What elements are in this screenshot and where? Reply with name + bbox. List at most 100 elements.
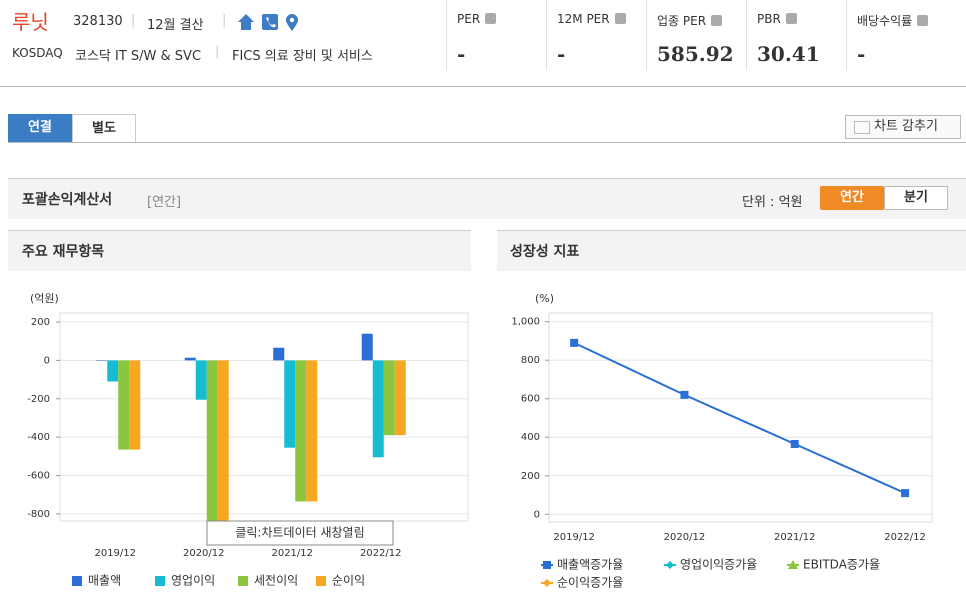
metric: 12M PER - <box>546 0 647 70</box>
map-glyph <box>289 17 295 23</box>
legend-label: 영업이익증가율 <box>680 558 757 572</box>
bar <box>372 360 384 458</box>
legend-swatch <box>72 576 82 586</box>
icons[interactable] <box>236 12 302 34</box>
metric: PER - <box>446 0 547 70</box>
point <box>901 489 910 498</box>
metric-label-text: 업종 PER <box>657 14 707 28</box>
tab[interactable]: 별도 <box>72 114 136 142</box>
legend-swatch <box>155 576 165 586</box>
separator: | <box>215 44 220 59</box>
home-icon[interactable] <box>238 14 254 30</box>
metric-label: 배당수익률 <box>857 12 929 29</box>
panel-header <box>497 230 966 271</box>
x-tick-label: 2020/12 <box>664 532 706 543</box>
metric-value: 30.41 <box>757 42 820 66</box>
map-icon[interactable] <box>286 14 298 31</box>
unit-label: (억원) <box>30 292 59 305</box>
metric-label-text: 배당수익률 <box>857 14 913 28</box>
y-tick-label: -800 <box>27 509 50 520</box>
y-tick-label: 0 <box>44 355 50 366</box>
y-tick-label: 1,000 <box>511 317 540 328</box>
stock-code: 328130 <box>73 14 123 29</box>
y-tick-label: -400 <box>27 432 50 443</box>
legend-swatch <box>238 576 248 586</box>
separator: | <box>222 13 227 28</box>
tab-active[interactable]: 연결 <box>8 114 72 142</box>
point <box>680 390 689 399</box>
x-tick-label: 2020/12 <box>183 548 225 559</box>
tooltip-text: 클릭:차트데이터 새창열림 <box>235 526 364 540</box>
legend-label: 순이익증가율 <box>557 576 623 590</box>
metric-label: 업종 PER <box>657 12 723 29</box>
y-tick-label: -600 <box>27 471 50 482</box>
bar <box>217 360 229 521</box>
help-icon[interactable] <box>917 15 929 26</box>
tooltip: 클릭:차트데이터 새창열림 <box>206 520 394 546</box>
metric-label-text: 12M PER <box>557 12 610 26</box>
bar <box>184 357 196 361</box>
bar <box>118 360 130 450</box>
legend-marker <box>543 579 551 587</box>
toggle-active[interactable]: 연간 <box>820 186 884 210</box>
x-tick-label: 2021/12 <box>774 532 816 543</box>
bar <box>295 360 307 502</box>
x-tick-label: 2022/12 <box>360 548 402 559</box>
fiscal: 12월 결산 <box>147 18 204 33</box>
help-icon[interactable] <box>711 15 723 26</box>
hide-chart-label: 차트 감추기 <box>874 119 938 134</box>
section-title: 포괄손익계산서 <box>22 192 113 208</box>
chart-icon <box>854 121 870 134</box>
metric-value: 585.92 <box>657 42 734 66</box>
x-tick-label: 2019/12 <box>553 532 595 543</box>
panel-header <box>8 230 471 271</box>
point <box>790 439 799 448</box>
bar <box>129 360 141 450</box>
hide-chart-button[interactable]: 차트 감추기 <box>845 115 961 139</box>
bar <box>96 360 108 361</box>
legend-swatch <box>316 576 326 586</box>
bar <box>195 360 207 400</box>
metric-label: 12M PER <box>557 12 626 26</box>
metric-label: PBR <box>757 12 797 26</box>
legend-marker <box>788 560 798 569</box>
bar <box>273 347 285 361</box>
plot-area <box>548 312 933 523</box>
bar <box>107 360 119 382</box>
metric-value: - <box>557 42 566 66</box>
help-icon[interactable] <box>785 13 797 24</box>
metric-label: PER <box>457 12 497 26</box>
company-name: 루닛 <box>12 10 49 34</box>
plot-clip <box>96 333 406 521</box>
market: KOSDAQ <box>12 46 63 60</box>
y-tick-label: 400 <box>521 432 540 443</box>
bar <box>306 360 318 502</box>
legend-label: 영업이익 <box>171 574 215 588</box>
bar <box>284 360 296 448</box>
phone-glyph <box>266 17 276 28</box>
fics: FICS 의료 장비 및 서비스 <box>232 49 373 64</box>
point <box>570 338 579 347</box>
section-bar <box>8 178 966 219</box>
x-tick-label: 2021/12 <box>271 548 313 559</box>
separator: | <box>131 13 136 28</box>
bar <box>383 360 395 436</box>
help-icon[interactable] <box>614 13 626 24</box>
y-tick-label: 200 <box>31 317 50 328</box>
metric-label-text: PBR <box>757 12 781 26</box>
legend-label: EBITDA증가율 <box>803 558 880 572</box>
y-tick-label: 600 <box>521 394 540 405</box>
metric-label-text: PER <box>457 12 481 26</box>
metric: 업종 PER 585.92 <box>646 0 747 70</box>
y-tick-label: 200 <box>521 471 540 482</box>
bar <box>206 360 218 521</box>
legend-label: 매출액 <box>88 574 121 588</box>
metric: PBR 30.41 <box>746 0 847 70</box>
help-icon[interactable] <box>485 13 497 24</box>
legend-label: 세전이익 <box>254 574 298 588</box>
header-border <box>0 86 966 87</box>
toggle[interactable]: 분기 <box>884 186 948 210</box>
y-tick-label: 0 <box>534 509 540 520</box>
